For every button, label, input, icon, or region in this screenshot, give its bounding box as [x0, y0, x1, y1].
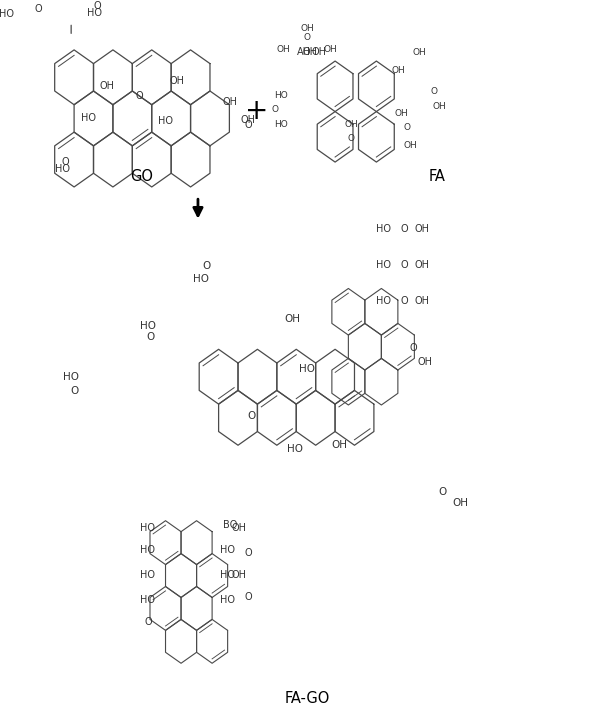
Text: HO: HO [55, 164, 70, 174]
Text: HO: HO [193, 274, 209, 284]
Text: OH: OH [403, 141, 417, 150]
Text: +: + [245, 97, 268, 125]
Text: OH: OH [232, 570, 247, 580]
Text: OH: OH [99, 80, 114, 90]
Text: HO: HO [140, 545, 155, 555]
Text: OH: OH [300, 24, 314, 33]
Text: O: O [35, 4, 43, 14]
Text: HO: HO [220, 595, 235, 605]
Text: O: O [430, 87, 438, 96]
Text: FA-GO: FA-GO [284, 691, 330, 706]
Text: OH: OH [392, 66, 405, 74]
Text: OH: OH [284, 314, 300, 324]
Text: FA: FA [429, 168, 445, 184]
Text: HO: HO [274, 91, 287, 100]
Text: O: O [70, 386, 78, 396]
Text: O: O [144, 617, 152, 627]
Text: HO: HO [140, 595, 155, 605]
Text: OH: OH [232, 523, 247, 533]
Text: BQ: BQ [223, 520, 238, 530]
Text: HO: HO [140, 570, 155, 580]
Text: OH: OH [344, 120, 358, 129]
Text: OH: OH [418, 357, 433, 367]
Text: HO: HO [376, 224, 391, 234]
Text: HO: HO [220, 570, 235, 580]
Text: HO: HO [81, 114, 96, 124]
Text: O: O [271, 106, 278, 114]
Text: OH: OH [223, 97, 238, 107]
Text: OH: OH [303, 47, 317, 57]
Text: HO: HO [140, 523, 155, 533]
Text: O: O [439, 487, 447, 497]
Text: O: O [303, 33, 311, 42]
Text: O: O [400, 224, 408, 234]
Text: HO: HO [140, 321, 156, 331]
Text: HO: HO [158, 116, 173, 127]
Text: O: O [400, 260, 408, 270]
Text: OH: OH [433, 102, 447, 111]
Text: HO: HO [220, 545, 235, 555]
Text: O: O [244, 549, 252, 558]
Text: AH: AH [297, 47, 311, 57]
Text: OH: OH [241, 115, 256, 125]
Text: O: O [409, 343, 417, 353]
Text: O: O [135, 92, 143, 101]
Text: HO: HO [287, 444, 303, 454]
Text: O: O [244, 120, 252, 130]
Text: OH: OH [394, 109, 408, 118]
Text: OH: OH [415, 260, 430, 270]
Text: OH: OH [276, 46, 290, 54]
Text: OH: OH [415, 224, 430, 234]
Text: OH: OH [412, 48, 426, 56]
Text: HO: HO [299, 364, 315, 375]
Text: O: O [61, 158, 69, 167]
Text: HO: HO [63, 372, 79, 382]
Text: O: O [203, 261, 211, 271]
Text: O: O [147, 332, 155, 342]
Text: HO: HO [87, 8, 102, 18]
Text: OH: OH [311, 47, 326, 57]
Text: O: O [94, 1, 102, 11]
Text: O: O [400, 296, 408, 306]
Text: HO: HO [376, 260, 391, 270]
Text: OH: OH [453, 498, 468, 508]
Text: O: O [244, 591, 252, 602]
Text: OH: OH [170, 77, 185, 87]
Text: O: O [348, 134, 355, 143]
Text: O: O [247, 411, 255, 422]
Text: HO: HO [274, 120, 287, 129]
Text: GO: GO [131, 168, 154, 184]
Text: O: O [404, 124, 411, 132]
Text: OH: OH [332, 440, 347, 450]
Text: HO: HO [376, 296, 391, 306]
Text: OH: OH [324, 46, 338, 54]
Text: OH: OH [415, 296, 430, 306]
Text: HO: HO [0, 9, 14, 20]
